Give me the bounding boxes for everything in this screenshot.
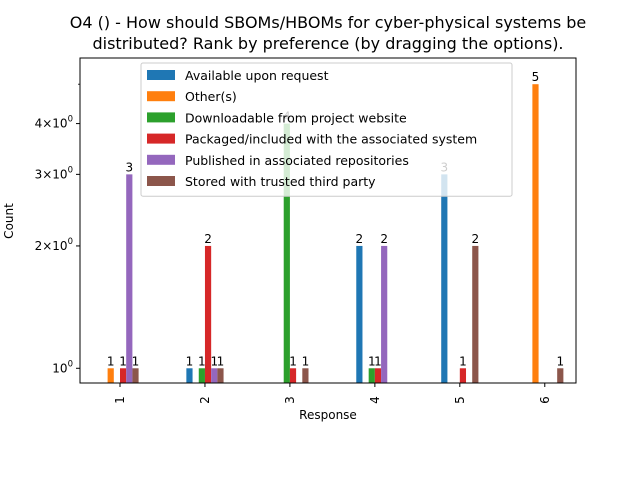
bar-value-label: 1 bbox=[186, 354, 194, 368]
legend-swatch bbox=[147, 133, 175, 144]
x-tick-label: 5 bbox=[453, 396, 467, 404]
bar-value-label: 1 bbox=[459, 354, 467, 368]
bar-2-1 bbox=[107, 368, 114, 383]
legend-swatch bbox=[147, 70, 175, 80]
bar-4-2 bbox=[204, 245, 212, 383]
bar-5-1 bbox=[126, 174, 133, 383]
y-tick-label: 3×100 bbox=[35, 165, 73, 181]
bar-1-2 bbox=[186, 368, 193, 383]
bar-value-label: 1 bbox=[368, 354, 376, 368]
bars-group bbox=[107, 84, 564, 383]
legend-entry-label: Other(s) bbox=[185, 89, 237, 104]
bar-value-label: 1 bbox=[132, 354, 140, 368]
bar-value-label: 3 bbox=[125, 160, 133, 174]
bar-4-5 bbox=[459, 368, 467, 383]
bar-value-label: 1 bbox=[107, 354, 115, 368]
bar-value-label: 1 bbox=[198, 354, 206, 368]
bar-value-label: 2 bbox=[380, 232, 388, 246]
x-tick-label: 6 bbox=[538, 396, 552, 404]
bar-value-label: 1 bbox=[217, 354, 225, 368]
bar-3-4 bbox=[368, 368, 375, 383]
bar-6-3 bbox=[302, 368, 309, 383]
bar-value-label: 1 bbox=[374, 354, 382, 368]
legend-swatch bbox=[147, 154, 175, 165]
x-axis-label: Response bbox=[299, 408, 357, 422]
bar-5-4 bbox=[381, 245, 388, 383]
bar-value-label: 5 bbox=[532, 70, 540, 84]
bar-value-label: 1 bbox=[289, 354, 297, 368]
x-tick-label: 2 bbox=[198, 396, 212, 404]
legend-swatch bbox=[147, 112, 175, 123]
x-tick-label: 4 bbox=[368, 396, 382, 404]
legend: Available upon request Other(s) Downloadab… bbox=[140, 62, 513, 197]
bar-1-4 bbox=[356, 245, 363, 383]
bar-1-5 bbox=[441, 174, 448, 383]
bar-4-3 bbox=[289, 368, 297, 383]
bar-5-2 bbox=[211, 368, 218, 383]
legend-box bbox=[140, 62, 513, 197]
bar-labels-group: 123151411211131211121 bbox=[107, 70, 564, 368]
bar-6-1 bbox=[132, 368, 139, 383]
bar-value-label: 1 bbox=[210, 354, 218, 368]
bar-6-5 bbox=[472, 245, 479, 383]
bar-value-label: 2 bbox=[356, 232, 364, 246]
legend-entry-label: Available upon request bbox=[185, 68, 329, 83]
legend-swatch bbox=[147, 176, 175, 186]
legend-entry-label: Published in associated repositories bbox=[185, 153, 409, 168]
bar-6-6 bbox=[557, 368, 564, 383]
legend-entry-label: Downloadable from project website bbox=[185, 110, 407, 125]
bar-value-label: 1 bbox=[302, 354, 310, 368]
legend-entry-label: Packaged/included with the associated sy… bbox=[185, 132, 477, 147]
y-tick-label: 2×100 bbox=[35, 237, 73, 253]
bar-3-2 bbox=[198, 368, 205, 383]
chart-title-line-1: O4 () - How should SBOMs/HBOMs for cyber… bbox=[70, 13, 587, 32]
x-tick-label: 1 bbox=[113, 396, 127, 404]
bar-value-label: 2 bbox=[204, 232, 212, 246]
legend-swatch bbox=[147, 91, 175, 102]
chart-title-line-2: distributed? Rank by preference (by drag… bbox=[92, 34, 563, 53]
bar-4-4 bbox=[374, 368, 382, 383]
bar-value-label: 1 bbox=[556, 354, 564, 368]
bar-4-1 bbox=[120, 368, 127, 383]
plot-frame bbox=[79, 57, 577, 384]
x-axis: 1 2 3 4 5 6 bbox=[113, 383, 552, 404]
bar-3-3 bbox=[283, 123, 290, 383]
bar-2-6 bbox=[532, 84, 539, 383]
bar-value-label: 1 bbox=[119, 354, 127, 368]
bar-value-label: 2 bbox=[471, 232, 479, 246]
y-tick-label: 4×100 bbox=[35, 115, 73, 131]
bar-6-2 bbox=[217, 368, 224, 383]
x-tick-label: 3 bbox=[283, 396, 297, 404]
y-tick-label: 100 bbox=[52, 359, 73, 375]
legend-entry-label: Stored with trusted third party bbox=[185, 174, 376, 189]
y-axis: 100 2×100 3×100 4×100 bbox=[35, 83, 80, 375]
y-axis-label: Count bbox=[2, 203, 16, 239]
